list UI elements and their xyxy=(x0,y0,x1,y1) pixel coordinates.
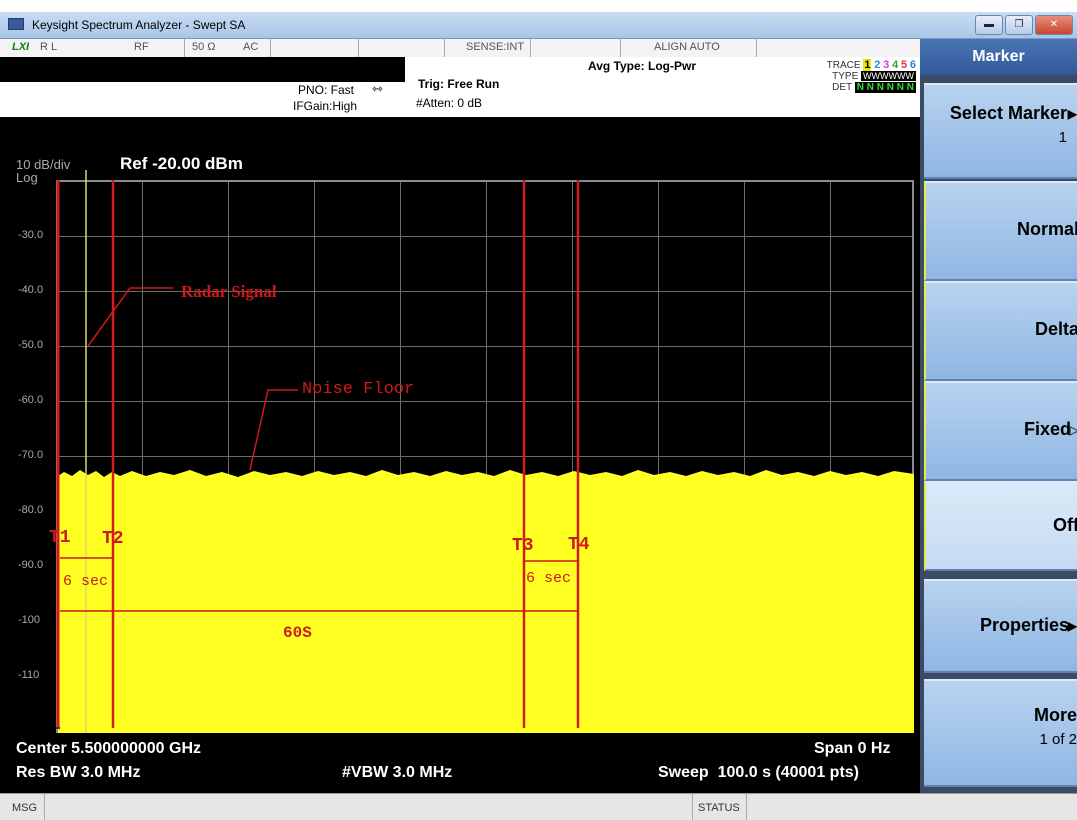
marker-label-t4: T4 xyxy=(568,535,590,555)
more-button[interactable]: More 1 of 2 xyxy=(924,679,1077,787)
y-tick-label: -90.0 xyxy=(18,559,44,571)
window-titlebar: Keysight Spectrum Analyzer - Swept SA ▬ … xyxy=(0,12,1077,39)
select-marker-button[interactable]: Select Marker ▶ 1 xyxy=(924,83,1077,179)
atten-label: #Atten: 0 dB xyxy=(416,96,483,110)
y-tick-label: -50.0 xyxy=(18,339,44,351)
ifgain-label: IFGain:High xyxy=(293,99,358,113)
y-tick-label: -30.0 xyxy=(18,229,44,241)
menu-title: Marker xyxy=(920,39,1077,75)
align-label: ALIGN AUTO xyxy=(654,41,720,53)
sense-label: SENSE:INT xyxy=(466,41,525,53)
select-marker-value: 1 xyxy=(1058,129,1067,146)
ref-level-label: R L xyxy=(40,41,58,53)
video-bandwidth: #VBW 3.0 MHz xyxy=(342,764,453,781)
marker-mode-off-button[interactable]: Off xyxy=(924,481,1077,571)
trace-number-3: 3 xyxy=(883,59,890,71)
trace-number-5: 5 xyxy=(900,59,908,71)
submenu-arrow-icon: ▶ xyxy=(1067,107,1077,121)
y-tick-label: -100 xyxy=(18,614,41,626)
input-label: RF xyxy=(134,41,149,53)
close-button[interactable]: ✕ xyxy=(1035,15,1073,35)
marker-mode-fixed-button[interactable]: Fixed ▷ xyxy=(924,381,1077,481)
minimize-button[interactable]: ▬ xyxy=(975,15,1003,35)
span-value: Span 0 Hz xyxy=(814,740,891,757)
delta-label: Delta xyxy=(1034,319,1077,339)
noise-floor-label: Noise Floor xyxy=(302,380,415,399)
marker-mode-normal-button[interactable]: Normal xyxy=(924,181,1077,281)
off-label: Off xyxy=(1053,515,1077,535)
det-value: N N N N N N xyxy=(854,82,916,93)
coupling-label: AC xyxy=(243,41,259,53)
submenu-arrow-icon: ▷ xyxy=(1069,423,1077,437)
radar-signal-label: Radar Signal xyxy=(181,282,277,301)
reference-level: Ref -20.00 dBm xyxy=(120,154,243,173)
trace-fill xyxy=(58,470,914,733)
trace-number-6: 6 xyxy=(909,59,916,71)
trace-number-4: 4 xyxy=(892,59,899,71)
normal-label: Normal xyxy=(1016,219,1077,239)
fixed-label: Fixed xyxy=(1023,419,1071,439)
y-tick-label: -40.0 xyxy=(18,284,44,296)
impedance-label: 50 Ω xyxy=(192,41,216,53)
interval-label-6sec-right: 6 sec xyxy=(526,570,572,587)
type-value: WWWWWW xyxy=(861,71,916,81)
status-label: STATUS xyxy=(698,802,740,814)
select-marker-label: Select Marker xyxy=(949,103,1067,123)
scale-type: Log xyxy=(16,170,38,185)
restore-button[interactable]: ❐ xyxy=(1005,15,1033,35)
properties-label: Properties xyxy=(979,615,1069,635)
marker-label-t3: T3 xyxy=(512,536,534,556)
interval-label-60s: 60S xyxy=(283,624,312,642)
interval-label-6sec-left: 6 sec xyxy=(63,573,109,590)
trigger-label: Trig: Free Run xyxy=(418,77,500,91)
marker-label-t1: T1 xyxy=(49,528,71,548)
det-label: DET xyxy=(832,82,852,93)
trace-label: TRACE xyxy=(826,60,861,71)
marker-mode-delta-button[interactable]: Delta xyxy=(924,281,1077,381)
center-frequency: Center 5.500000000 GHz xyxy=(16,740,201,757)
submenu-arrow-icon: ▶ xyxy=(1067,619,1077,633)
info-black-bar xyxy=(0,57,405,82)
y-tick-label: -80.0 xyxy=(18,504,44,516)
y-tick-label: -60.0 xyxy=(18,394,44,406)
resolution-bandwidth: Res BW 3.0 MHz xyxy=(16,764,141,781)
y-tick-label: -110 xyxy=(18,669,40,681)
scale-per-div: 10 dB/div xyxy=(16,157,71,172)
sweep-time: Sweep 100.0 s (40001 pts) xyxy=(658,764,859,781)
status-row: LXI R L RF 50 Ω AC SENSE:INT ALIGN AUTO xyxy=(0,39,920,58)
more-page-indicator: 1 of 2 xyxy=(1039,731,1077,748)
msg-label: MSG xyxy=(12,802,38,814)
pno-label: PNO: Fast xyxy=(298,83,355,97)
radar-callout-line xyxy=(87,287,173,347)
noise-callout-line xyxy=(249,389,298,471)
message-bar: MSG STATUS xyxy=(0,793,1077,820)
more-label: More xyxy=(1033,705,1077,725)
arrow-icon: ⇿ xyxy=(372,81,383,96)
properties-button[interactable]: Properties ▶ xyxy=(924,579,1077,673)
type-label: TYPE xyxy=(832,71,859,82)
window-title: Keysight Spectrum Analyzer - Swept SA xyxy=(32,18,246,32)
trace-number-1: 1 xyxy=(863,59,872,71)
trace-info: TRACE 1 2 3 4 5 6 TYPE WWWWWW DET N N N … xyxy=(790,59,916,93)
lxi-indicator: LXI xyxy=(12,41,30,53)
trace-number-2: 2 xyxy=(874,59,881,71)
app-icon xyxy=(8,18,24,30)
softkey-panel: Marker Select Marker ▶ 1 Normal Delta Fix… xyxy=(920,39,1077,793)
avg-type-label: Avg Type: Log-Pwr xyxy=(588,59,696,73)
marker-label-t2: T2 xyxy=(102,529,124,549)
y-tick-label: -70.0 xyxy=(18,449,44,461)
